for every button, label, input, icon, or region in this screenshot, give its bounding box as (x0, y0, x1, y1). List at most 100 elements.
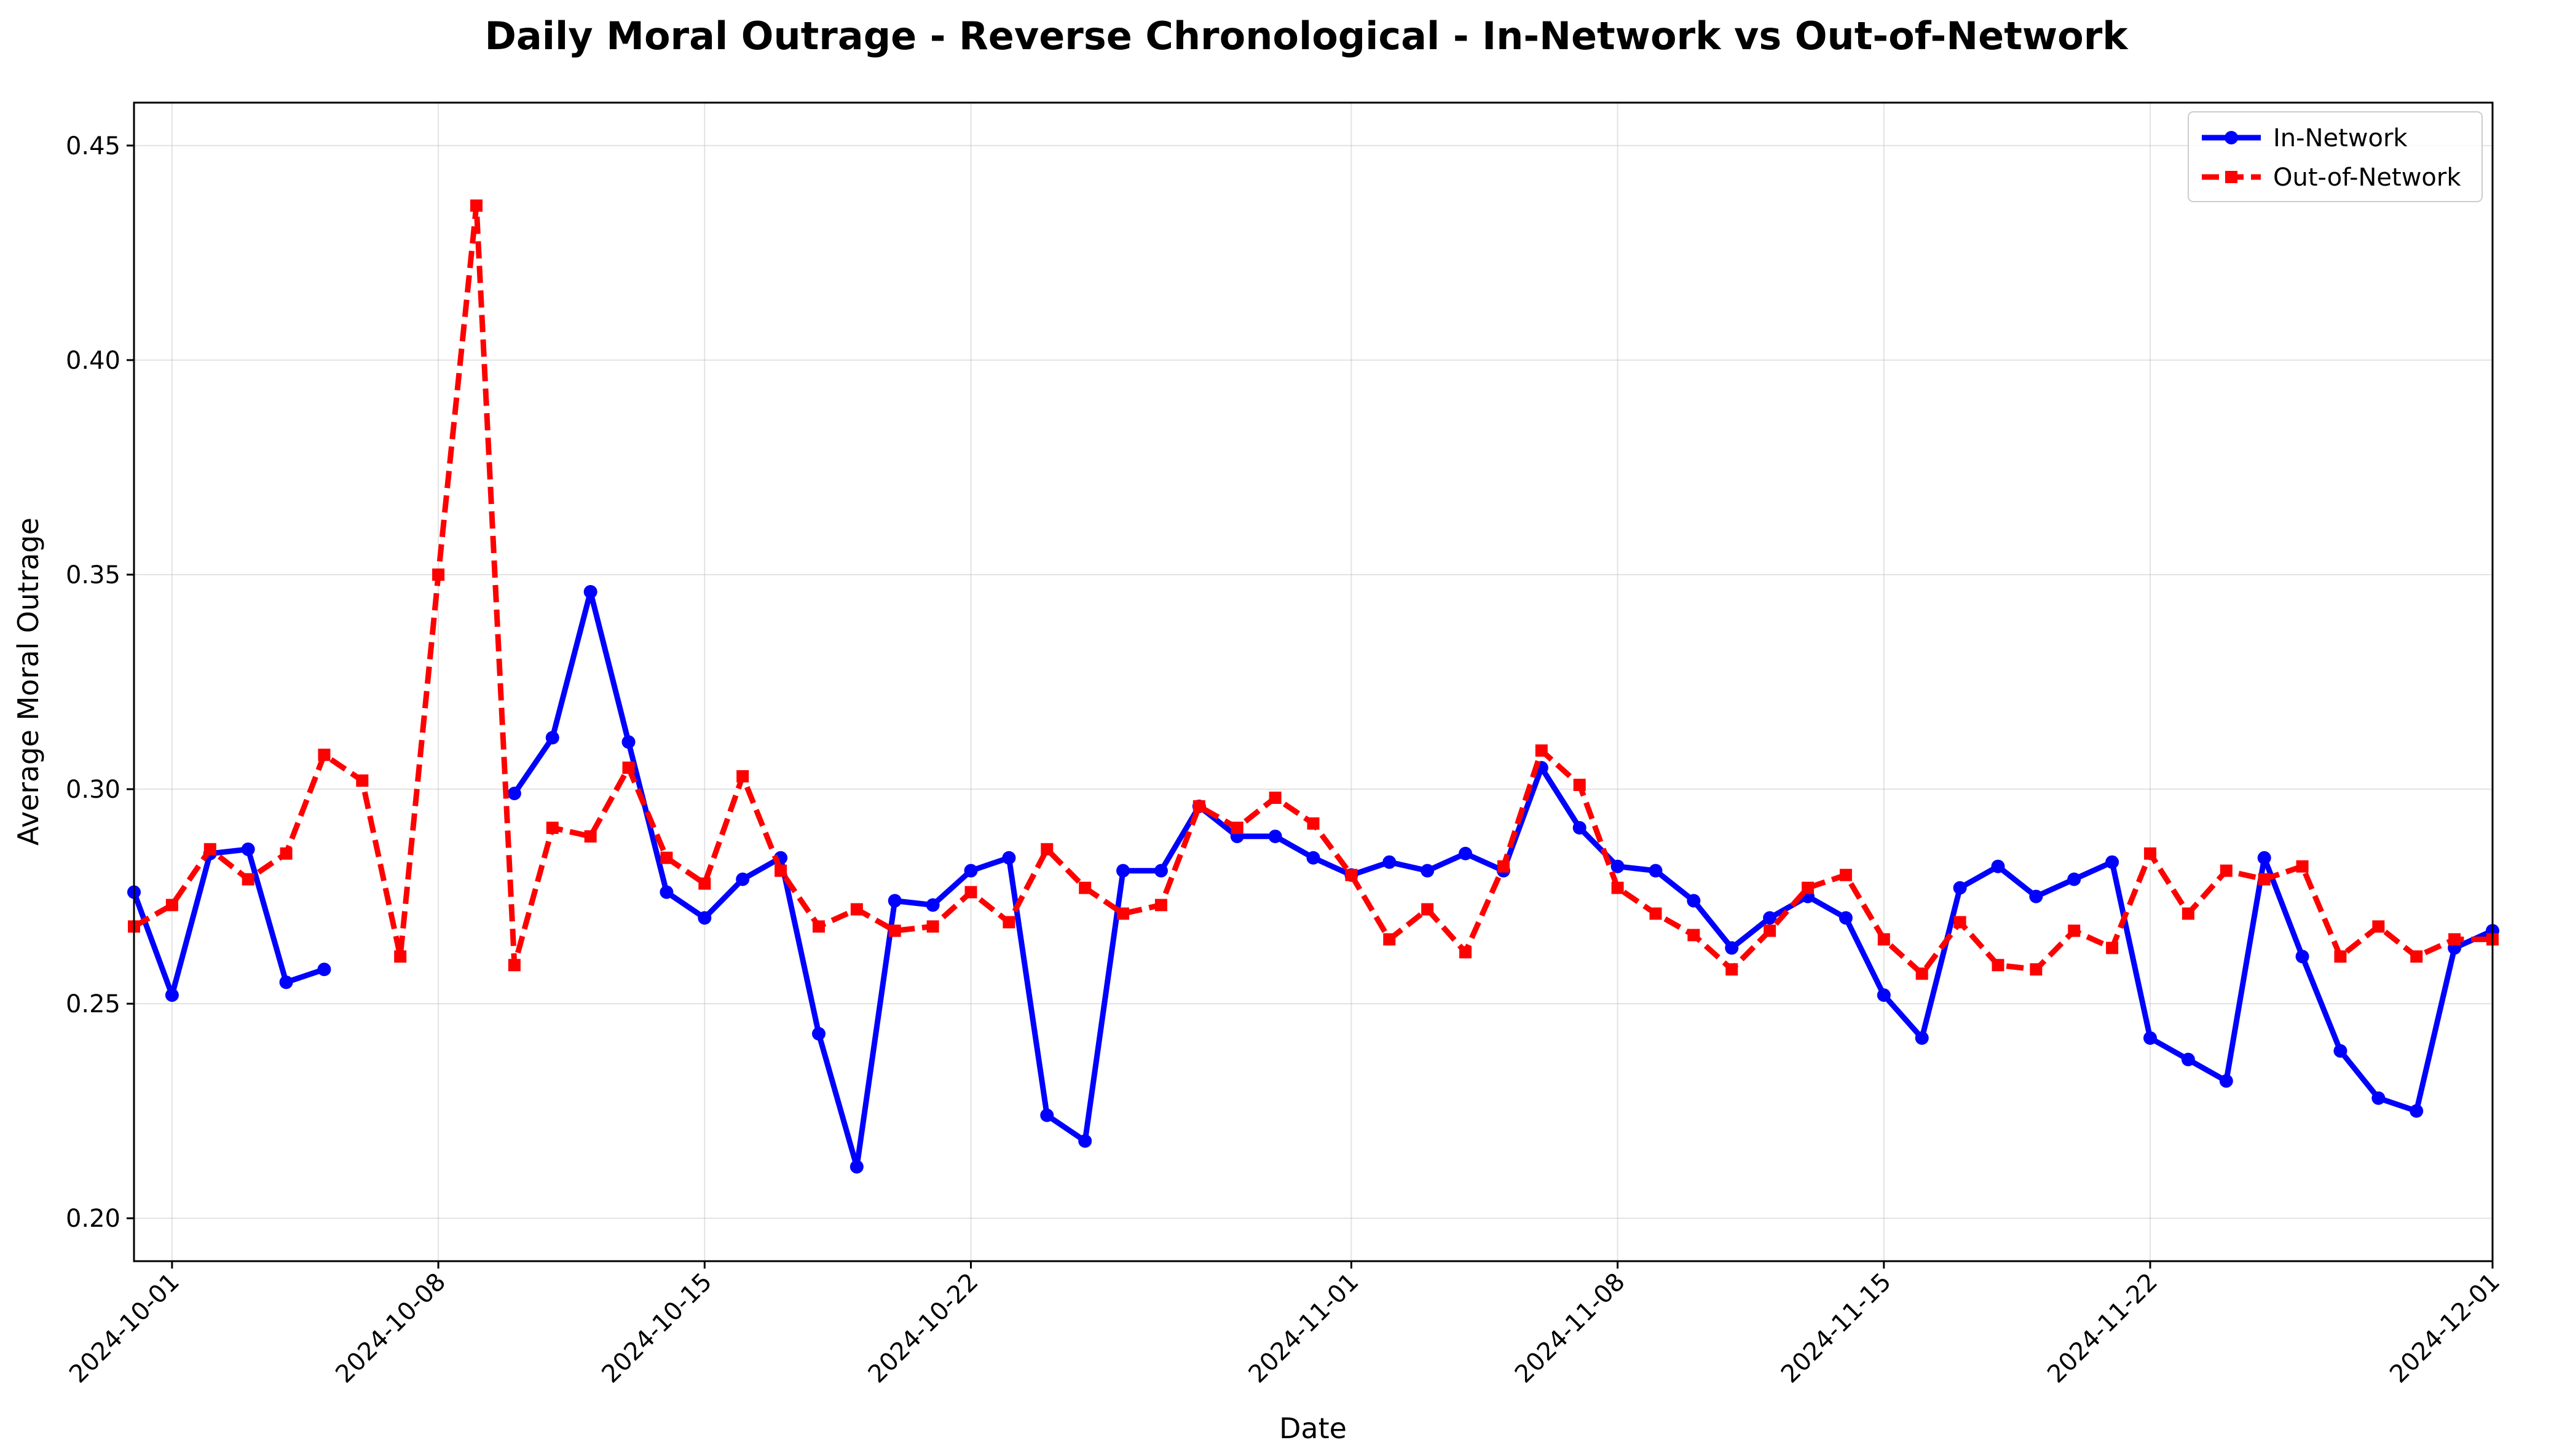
data-point (850, 903, 863, 916)
grid (134, 103, 2493, 1261)
data-point (1383, 933, 1396, 946)
data-point (165, 988, 179, 1002)
data-point (2068, 924, 2081, 937)
y-axis: 0.20 0.25 0.30 0.35 0.40 0.45 (66, 132, 134, 1233)
series-out-of-network (128, 199, 2499, 980)
data-point (1116, 864, 1130, 878)
data-point (203, 843, 216, 856)
y-tick-label: 0.40 (66, 347, 120, 375)
data-point (2220, 864, 2233, 877)
legend-label: In-Network (2273, 124, 2408, 152)
data-point (1421, 903, 1434, 916)
data-point (2143, 1031, 2158, 1045)
data-point (2295, 950, 2309, 964)
data-point (1725, 941, 1739, 955)
legend-box (2188, 111, 2483, 202)
data-point (470, 199, 483, 212)
data-point (2371, 1091, 2386, 1105)
data-point (1991, 859, 2005, 873)
data-point (165, 899, 178, 911)
x-axis-label: Date (1279, 1412, 1347, 1445)
data-point (1763, 911, 1777, 925)
data-point (622, 761, 635, 774)
data-point (775, 864, 787, 877)
legend-swatch-marker (2225, 171, 2237, 183)
data-point (1915, 967, 1928, 980)
data-point (1421, 864, 1435, 878)
data-point (1307, 817, 1320, 830)
data-point (812, 920, 825, 933)
data-point (2410, 950, 2423, 963)
data-point (2219, 1074, 2233, 1088)
y-tick-label: 0.30 (66, 776, 120, 804)
data-point (280, 847, 293, 860)
x-tick-label: 2024-12-01 (2384, 1268, 2505, 1389)
data-point (1953, 881, 1967, 895)
data-point (1040, 1108, 1054, 1122)
data-point (1497, 860, 1510, 873)
data-point (1573, 779, 1586, 792)
data-point (1649, 864, 1663, 878)
legend: In-Network Out-of-Network (2188, 111, 2483, 202)
data-point (964, 864, 978, 878)
data-point (2029, 889, 2043, 903)
data-point (394, 950, 407, 963)
data-point (1078, 1134, 1092, 1148)
x-tick-label: 2024-10-22 (863, 1268, 984, 1389)
data-point (2067, 872, 2081, 886)
data-point (2334, 950, 2347, 963)
data-point (1725, 963, 1738, 976)
data-point (1992, 959, 2004, 972)
legend-item: In-Network (2202, 124, 2408, 152)
data-point (2144, 847, 2157, 860)
data-point (1764, 924, 1776, 937)
data-point (621, 735, 636, 749)
data-point (2448, 933, 2461, 946)
data-point (660, 851, 673, 864)
x-tick-label: 2024-11-22 (2042, 1268, 2163, 1389)
data-point (736, 770, 749, 783)
data-point (736, 872, 750, 886)
series-line (131, 846, 325, 998)
x-tick-label: 2024-10-01 (64, 1268, 185, 1389)
data-point (318, 749, 331, 761)
data-point (1877, 933, 1890, 946)
data-point (1802, 881, 1815, 894)
data-point (1459, 846, 1473, 860)
data-point (1306, 851, 1320, 865)
data-point (1687, 929, 1700, 942)
data-point (1002, 851, 1016, 865)
y-tick-label: 0.25 (66, 990, 120, 1018)
data-point (546, 821, 559, 834)
data-point (926, 898, 940, 912)
data-point (1231, 821, 1244, 834)
data-point (964, 886, 977, 899)
data-point (1041, 843, 1054, 856)
chart-title: Daily Moral Outrage - Reverse Chronologi… (484, 14, 2129, 58)
data-point (1572, 820, 1586, 835)
x-tick-label: 2024-10-08 (330, 1268, 451, 1389)
data-point (1687, 894, 1701, 908)
data-point (2181, 1052, 2195, 1066)
series-line (512, 589, 2494, 1170)
data-point (1268, 829, 1282, 843)
data-point (1649, 907, 1662, 920)
data-point (1610, 859, 1625, 873)
data-point (432, 568, 445, 581)
data-point (1269, 792, 1282, 804)
data-point (811, 1026, 826, 1041)
data-point (1877, 988, 1891, 1002)
y-tick-label: 0.45 (66, 132, 120, 160)
data-point (888, 894, 902, 908)
y-tick-label: 0.35 (66, 561, 120, 589)
data-point (2296, 860, 2309, 873)
data-point (1611, 881, 1624, 894)
x-tick-label: 2024-11-15 (1776, 1268, 1897, 1389)
data-point (1839, 868, 1852, 881)
x-tick-label: 2024-10-15 (596, 1268, 717, 1389)
data-point (660, 885, 674, 899)
data-point (1003, 916, 1015, 929)
series-in-network (127, 584, 2499, 1174)
data-point (317, 962, 331, 977)
